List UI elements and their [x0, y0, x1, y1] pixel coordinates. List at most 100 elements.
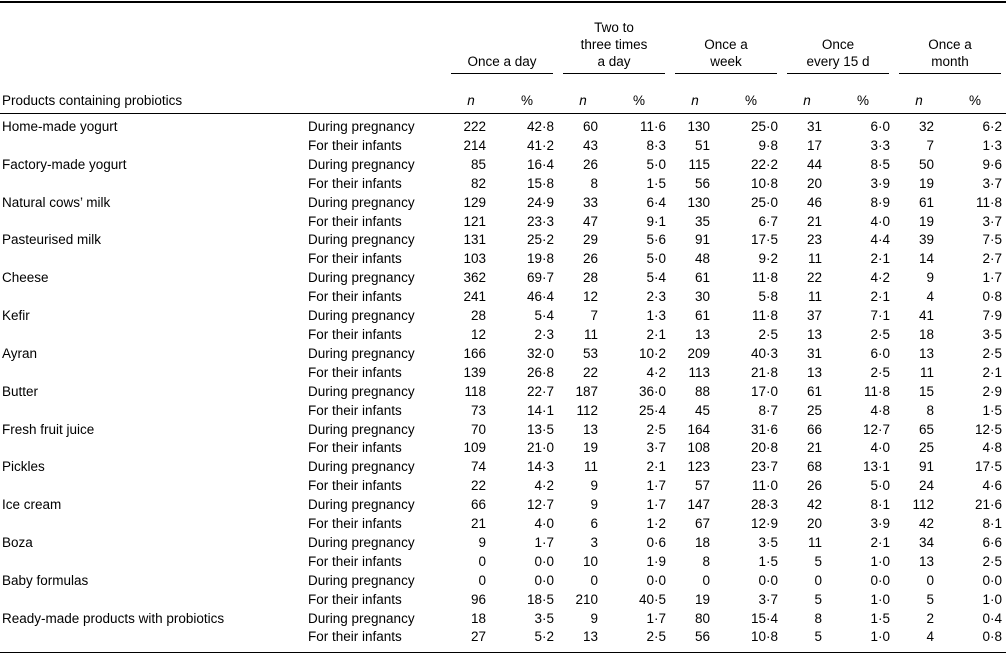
period-label: During pregnancy: [308, 232, 415, 248]
n-value: 28: [470, 308, 486, 324]
n-value: 13: [694, 326, 711, 342]
n-value: 6: [590, 516, 599, 532]
product-name: Ready-made products with probiotics: [2, 610, 225, 626]
percent-value: 23·3: [526, 213, 555, 229]
percent-value: 15·4: [750, 610, 779, 626]
percent-value: 24·9: [526, 194, 555, 210]
percent-value: 28·3: [750, 497, 779, 513]
product-name: [0, 288, 296, 307]
period-label: For their infants: [308, 516, 402, 532]
percent-value: 2·5: [870, 364, 891, 380]
percent-value: 6·0: [870, 345, 891, 361]
percent-value: 8·3: [646, 137, 667, 153]
period-label: During pregnancy: [308, 270, 415, 286]
n-value: 19: [582, 440, 599, 456]
product-name: [0, 364, 296, 383]
n-value: 4: [926, 629, 935, 645]
n-value: 0: [702, 572, 711, 588]
n-value: 91: [694, 232, 711, 248]
n-value: 12: [582, 289, 599, 305]
n-value: 45: [694, 402, 711, 418]
n-value: 13: [919, 345, 935, 361]
n-value: 96: [470, 591, 486, 607]
product-name: Factory-made yogurt: [2, 156, 127, 172]
n-value: 0: [590, 572, 599, 588]
n-value: 65: [919, 421, 935, 437]
n-value: 29: [582, 232, 599, 248]
percent-value: 8·1: [870, 497, 891, 513]
percent-value: 2·5: [646, 629, 667, 645]
percent-value: 0·0: [870, 572, 891, 588]
percent-value: 1·9: [646, 553, 667, 569]
n-value: 30: [694, 289, 711, 305]
n-value: 112: [912, 497, 935, 513]
product-name: Pasteurised milk: [2, 232, 102, 248]
n-value: 209: [687, 345, 711, 361]
percent-value: 5·0: [646, 156, 667, 172]
n-value: 18: [470, 610, 486, 626]
table-row: Ayran During pregnancy 166 32·0 53 10·2 209 40·…: [0, 345, 1006, 364]
percent-value: 3·7: [758, 591, 779, 607]
table-row: For their infants 139 26·8 22 4·2 113 21·8 13 2·…: [0, 364, 1006, 383]
table-body: Home-made yogurt During pregnancy 222 42·8 6…: [0, 114, 1006, 653]
product-name: [0, 477, 296, 496]
n-value: 131: [463, 232, 486, 248]
n-value: 166: [463, 345, 486, 361]
period-label: For their infants: [308, 629, 402, 645]
n-value: 8: [814, 610, 823, 626]
n-value: 115: [688, 156, 711, 172]
percent-value: 4·6: [982, 478, 1003, 494]
percent-value: 2·1: [870, 289, 891, 305]
percent-value: 22·2: [750, 156, 779, 172]
n-value: 57: [694, 478, 711, 494]
percent-value: 23·7: [750, 459, 779, 475]
n-value: 26: [582, 156, 599, 172]
percent-value: 0·4: [982, 610, 1003, 626]
column-group-once-every-15-d: Once every 15 d: [782, 2, 894, 74]
percent-value: 5·6: [646, 232, 667, 248]
percent-value: 41·2: [526, 137, 555, 153]
table-row: For their infants 12 2·3 11 2·1 13 2·5 13 2·5 18 3…: [0, 326, 1006, 345]
percent-value: 4·2: [646, 364, 667, 380]
percent-value: 1·5: [646, 175, 667, 191]
percent-value: 10·2: [638, 345, 667, 361]
percent-value: 5·4: [646, 270, 667, 286]
percent-value: 42·8: [526, 119, 555, 134]
percent-value: 3·9: [870, 516, 891, 532]
n-value: 2: [926, 610, 935, 626]
n-value: 4: [926, 289, 935, 305]
n-value: 28: [582, 270, 599, 286]
table-row: For their infants 22 4·2 9 1·7 57 11·0 26 5·0 24 4…: [0, 477, 1006, 496]
percent-value: 5·0: [870, 478, 891, 494]
table-row: For their infants 73 14·1 112 25·4 45 8·7 25 4·8…: [0, 402, 1006, 421]
n-value: 13: [919, 553, 935, 569]
n-value: 53: [582, 345, 599, 361]
percent-value: 25·2: [526, 232, 555, 248]
n-value: 32: [919, 119, 935, 134]
n-value: 68: [806, 459, 823, 475]
n-value: 35: [694, 213, 711, 229]
table-row: Fresh fruit juice During pregnancy 70 13·5 1…: [0, 421, 1006, 440]
percent-value: 13·1: [863, 459, 891, 475]
percent-value: 40·5: [638, 591, 667, 607]
product-name: Kefir: [2, 308, 30, 324]
percent-value: 1·0: [870, 629, 891, 645]
product-name: [0, 628, 296, 653]
n-value: 9: [590, 610, 599, 626]
n-value: 14: [919, 251, 935, 267]
row-header-products: Products containing probiotics: [0, 74, 446, 114]
n-value: 18: [694, 534, 711, 550]
percent-value: 46·4: [526, 289, 555, 305]
n-value: 20: [806, 516, 823, 532]
n-value: 123: [687, 459, 711, 475]
percent-value: 3·3: [870, 137, 891, 153]
n-value: 33: [582, 194, 599, 210]
period-label: During pregnancy: [308, 119, 415, 134]
n-value: 11: [920, 364, 935, 380]
n-value: 91: [919, 459, 935, 475]
percent-value: 4·0: [870, 213, 891, 229]
n-value: 26: [806, 478, 823, 494]
product-name: [0, 213, 296, 232]
n-value: 31: [806, 345, 823, 361]
period-label: During pregnancy: [308, 156, 415, 172]
